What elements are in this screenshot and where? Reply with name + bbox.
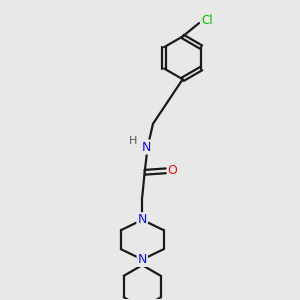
Text: N: N bbox=[138, 213, 147, 226]
Text: N: N bbox=[138, 213, 147, 226]
Text: H: H bbox=[129, 136, 137, 146]
Text: Cl: Cl bbox=[202, 14, 213, 27]
Text: O: O bbox=[168, 164, 178, 177]
Text: N: N bbox=[138, 253, 147, 266]
Text: N: N bbox=[141, 140, 151, 154]
